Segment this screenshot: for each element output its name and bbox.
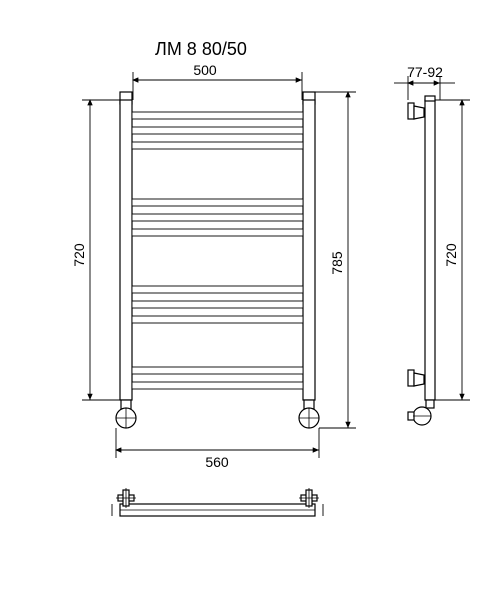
front-rung — [132, 112, 303, 119]
top-view — [112, 488, 323, 516]
side-bracket-top — [408, 103, 424, 119]
front-left-tube — [120, 100, 132, 400]
front-rung — [132, 199, 303, 206]
front-valve-left — [116, 400, 136, 428]
side-bracket-bottom — [408, 370, 424, 386]
front-rungs — [132, 112, 303, 389]
front-rung — [132, 382, 303, 389]
front-rung — [132, 127, 303, 134]
side-tube — [425, 100, 435, 400]
dim-bottom-width: 560 — [205, 454, 229, 470]
diagram-title: ЛМ 8 80/50 — [155, 39, 247, 59]
dim-mid-height: 785 — [329, 251, 345, 275]
dim-left-height: 720 — [71, 243, 87, 267]
front-rung — [132, 214, 303, 221]
front-rung — [132, 229, 303, 236]
front-rung — [132, 301, 303, 308]
dim-side-height: 720 — [443, 243, 459, 267]
front-right-tube — [303, 100, 315, 400]
side-valve — [408, 400, 434, 425]
front-rung — [132, 316, 303, 323]
front-rung — [132, 286, 303, 293]
front-rung — [132, 142, 303, 149]
dim-top-width: 500 — [193, 62, 217, 78]
front-rung — [132, 367, 303, 374]
front-view: 500 720 785 — [71, 62, 356, 470]
front-valve-right — [299, 400, 319, 428]
drawing-canvas: ЛМ 8 80/50 500 720 — [0, 0, 500, 600]
side-view: 77-92 720 — [394, 64, 470, 425]
dim-side-top: 77-92 — [407, 64, 443, 80]
